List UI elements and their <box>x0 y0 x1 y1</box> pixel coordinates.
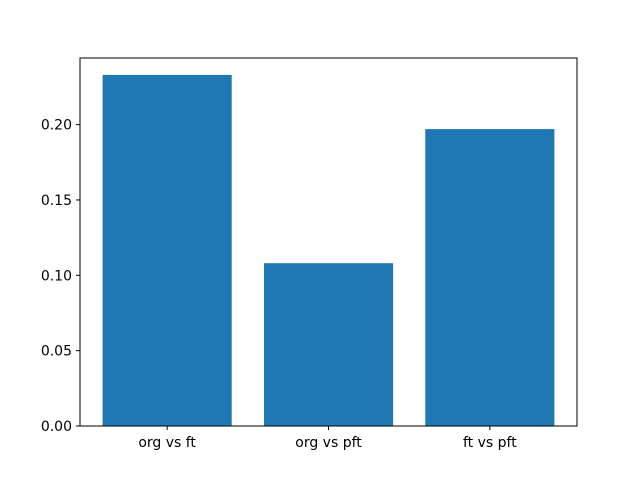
x-tick-label: org vs ft <box>138 435 196 451</box>
y-tick-label: 0.00 <box>41 419 72 435</box>
bar-3 <box>425 129 555 426</box>
y-tick-label: 0.15 <box>41 193 72 209</box>
y-tick-label: 0.10 <box>41 268 72 284</box>
bar-2 <box>264 263 394 426</box>
y-tick-label: 0.05 <box>41 344 72 360</box>
x-tick-label: org vs pft <box>295 435 362 451</box>
bar-1 <box>102 74 232 427</box>
x-tick-label: ft vs pft <box>463 435 517 451</box>
y-tick-label: 0.20 <box>41 118 72 134</box>
